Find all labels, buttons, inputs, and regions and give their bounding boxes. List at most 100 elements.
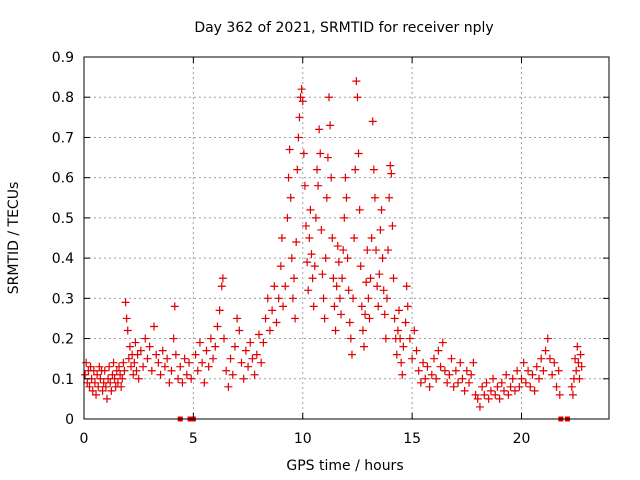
data-point: [360, 342, 368, 351]
data-point: [319, 294, 328, 303]
data-point: [309, 302, 318, 311]
data-point: [519, 358, 528, 367]
data-point: [440, 366, 449, 375]
data-point: [92, 390, 101, 399]
data-point: [310, 262, 319, 271]
data-point: [384, 246, 393, 255]
data-point: [447, 354, 456, 363]
data-point: [555, 390, 564, 399]
data-point: [106, 378, 115, 387]
data-point: [134, 374, 143, 383]
y-tick-label: 0.8: [52, 90, 74, 106]
data-point: [206, 334, 215, 343]
data-point: [347, 350, 356, 359]
data-point: [374, 302, 383, 311]
data-point: [123, 326, 132, 335]
data-point: [320, 314, 329, 323]
data-point: [85, 382, 94, 391]
data-point: [436, 362, 445, 371]
data-point: [136, 346, 145, 355]
data-point: [200, 378, 209, 387]
data-point: [270, 282, 279, 291]
data-point: [376, 225, 385, 234]
x-axis-label: GPS time / hours: [286, 458, 403, 474]
x-axis-ticks: 0 5 10 15 20: [80, 57, 530, 447]
data-point: [248, 354, 257, 363]
data-point: [355, 205, 364, 214]
data-point: [202, 346, 211, 355]
data-point: [101, 382, 110, 391]
data-point: [220, 334, 228, 343]
y-tick-label: 0.6: [52, 171, 74, 187]
data-point: [571, 354, 580, 363]
data-point: [318, 270, 327, 279]
data-point: [460, 386, 469, 395]
data-point: [576, 350, 585, 359]
data-point: [528, 370, 537, 379]
data-point: [377, 205, 386, 214]
data-point: [292, 238, 301, 247]
data-point: [367, 234, 376, 242]
data-point: [438, 338, 447, 347]
data-point: [315, 125, 324, 134]
data-point: [537, 354, 546, 363]
data-point: [129, 370, 138, 379]
data-point: [252, 350, 261, 359]
data-point: [517, 374, 526, 383]
data-point: [176, 362, 185, 371]
data-point: [83, 378, 92, 387]
data-point: [332, 282, 341, 291]
data-point: [246, 338, 255, 347]
data-point: [398, 370, 407, 379]
data-point: [434, 346, 443, 355]
y-tick-label: 0.1: [52, 372, 74, 388]
data-point: [506, 382, 515, 391]
data-point: [311, 213, 320, 222]
data-point: [110, 374, 119, 383]
data-point: [316, 149, 325, 158]
data-point: [489, 374, 498, 383]
data-points: [81, 77, 586, 411]
y-tick-label: 0: [65, 412, 74, 428]
data-point: [291, 314, 300, 323]
data-point: [352, 77, 361, 86]
data-point: [169, 334, 178, 343]
data-point: [572, 366, 581, 375]
data-point: [277, 234, 286, 242]
data-point: [458, 374, 467, 383]
data-point: [182, 370, 191, 379]
data-point: [478, 382, 487, 391]
data-point: [109, 358, 118, 367]
data-point: [241, 346, 250, 355]
x-tick-label: 15: [403, 431, 421, 447]
data-point: [133, 350, 142, 359]
data-point: [165, 378, 174, 387]
data-point: [286, 193, 295, 202]
data-point: [389, 274, 398, 283]
data-point: [341, 173, 350, 182]
data-point: [396, 334, 405, 343]
data-point: [119, 358, 128, 367]
data-point: [127, 362, 136, 371]
data-point: [449, 382, 458, 391]
data-point: [390, 314, 399, 323]
data-point: [115, 362, 123, 371]
data-point: [124, 354, 133, 363]
data-point: [362, 278, 371, 287]
data-point: [530, 386, 539, 395]
y-tick-label: 0.3: [52, 291, 74, 307]
data-point: [307, 250, 316, 259]
data-point: [410, 326, 419, 335]
data-point: [387, 169, 396, 178]
grid: [84, 57, 609, 419]
data-point: [402, 282, 411, 291]
data-point: [302, 221, 311, 230]
data-point: [412, 346, 421, 355]
data-point: [283, 213, 292, 222]
data-point: [465, 378, 473, 387]
data-point: [322, 193, 331, 202]
data-point: [156, 370, 165, 379]
data-point: [575, 374, 584, 383]
data-point: [327, 173, 336, 182]
data-point: [574, 358, 583, 367]
